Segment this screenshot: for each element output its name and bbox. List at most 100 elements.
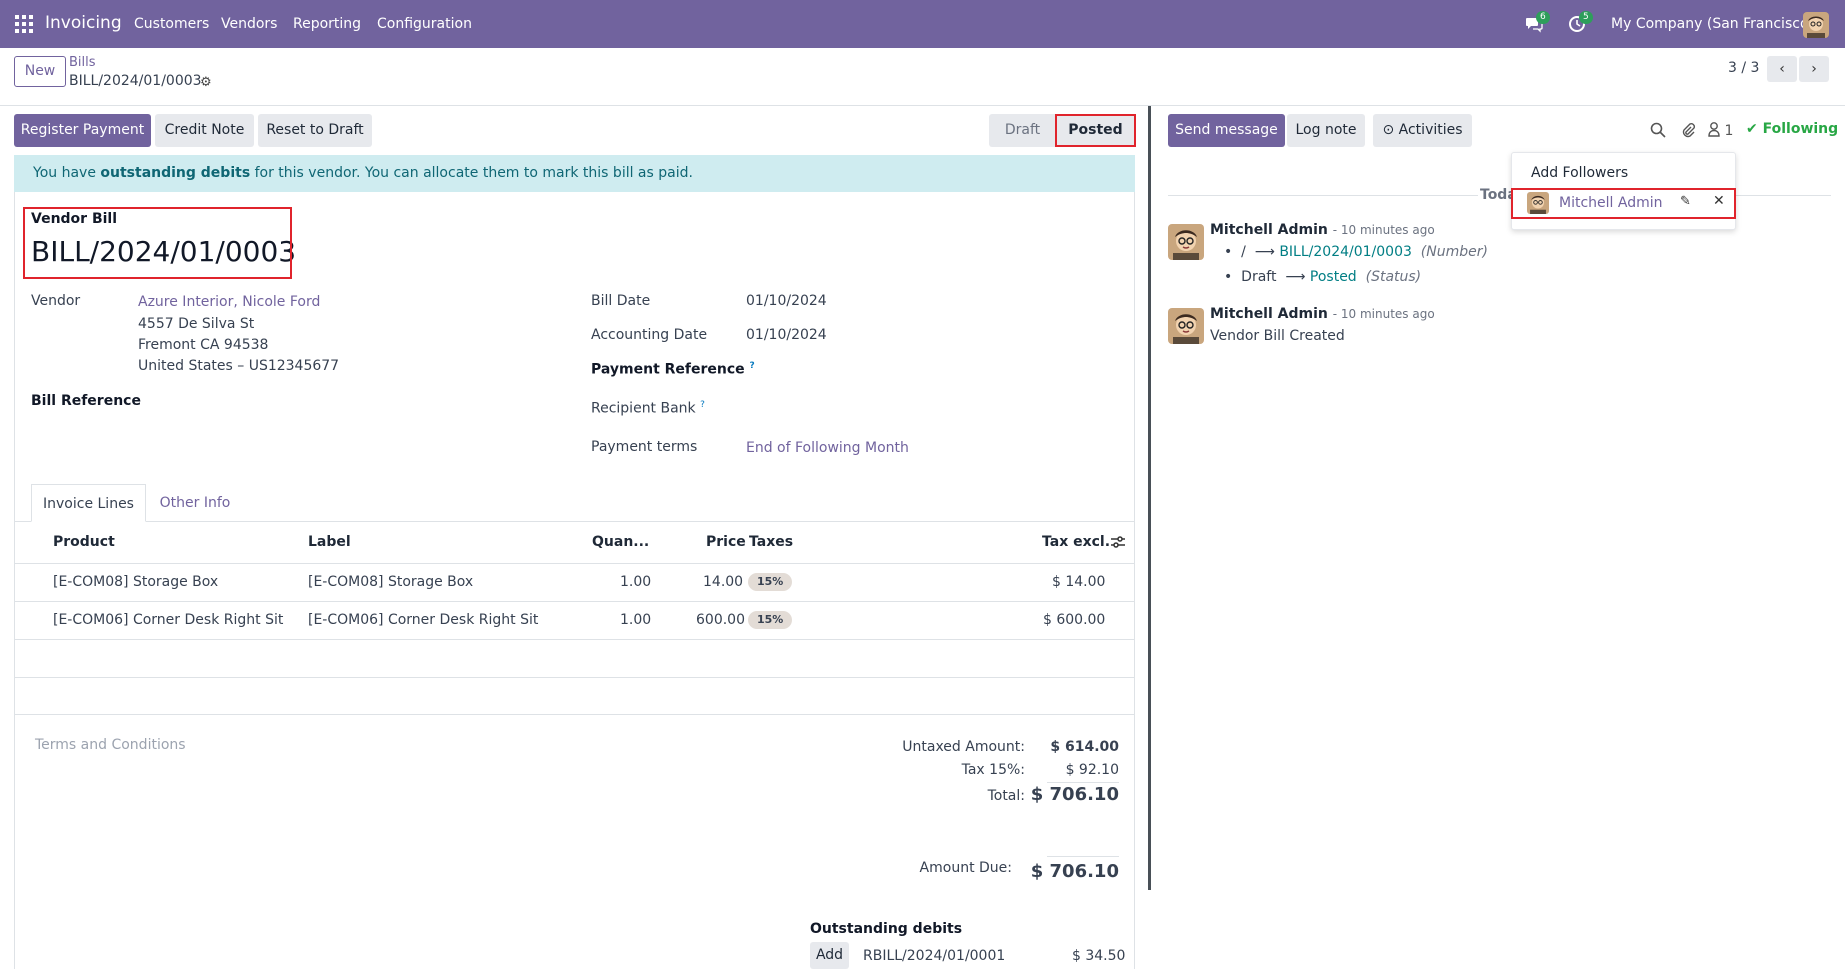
pager-value[interactable]: 3 / 3 [1728, 60, 1760, 76]
column-settings-icon[interactable] [1110, 534, 1126, 554]
following-toggle[interactable]: ✔ Following [1746, 121, 1838, 137]
log-note-button[interactable]: Log note [1287, 114, 1365, 147]
outstanding-debits-alert: You have outstanding debits for this ven… [14, 155, 1135, 192]
document-type-label: Vendor Bill [31, 211, 118, 227]
row-tax-badge: 15% [748, 611, 793, 629]
search-icon[interactable] [1650, 122, 1666, 142]
payment-terms-label: Payment terms [591, 439, 698, 455]
tracking-new-value: Posted [1309, 269, 1357, 285]
col-price[interactable]: Price [706, 534, 746, 550]
row-label[interactable]: [E-COM06] Corner Desk Right Sit [308, 612, 539, 628]
pager-next-button[interactable]: › [1799, 56, 1829, 82]
payment-reference-text: Payment Reference [591, 361, 745, 378]
col-quantity[interactable]: Quan... [592, 534, 650, 550]
arrow-right-icon: ⟶ [1254, 244, 1275, 260]
pager-previous-button[interactable]: ‹ [1767, 56, 1797, 82]
status-draft[interactable]: Draft [989, 114, 1056, 147]
credit-note-button[interactable]: Credit Note [155, 114, 254, 147]
breadcrumb-current: BILL/2024/01/0003 [69, 73, 202, 89]
alert-text-prefix: You have [33, 165, 101, 181]
apps-menu-icon[interactable] [15, 15, 33, 33]
tab-invoice-lines[interactable]: Invoice Lines [31, 484, 146, 522]
status-posted[interactable]: Posted [1056, 114, 1135, 147]
row-product[interactable]: [E-COM06] Corner Desk Right Sit [53, 612, 284, 628]
col-tax-excl[interactable]: Tax excl. [1042, 534, 1111, 550]
activities-button[interactable]: ⊙ Activities [1373, 114, 1472, 147]
col-product[interactable]: Product [53, 534, 115, 550]
send-message-button[interactable]: Send message [1168, 114, 1285, 147]
messages-icon[interactable]: 6 [1525, 11, 1550, 33]
author-avatar[interactable] [1168, 308, 1204, 344]
app-brand[interactable]: Invoicing [45, 13, 122, 33]
tracking-change-status: • Draft ⟶ Posted (Status) [1224, 269, 1421, 285]
outstanding-add-button[interactable]: Add [810, 942, 849, 969]
col-label[interactable]: Label [308, 534, 351, 550]
bill-reference-label: Bill Reference [31, 393, 141, 409]
row-price[interactable]: 600.00 [696, 612, 745, 628]
menu-customers[interactable]: Customers [134, 16, 210, 32]
payment-terms-value[interactable]: End of Following Month [746, 440, 909, 456]
chatter-resize-handle[interactable] [1148, 106, 1151, 890]
row-product[interactable]: [E-COM08] Storage Box [53, 574, 219, 590]
edit-follower-icon[interactable]: ✎ [1680, 194, 1691, 209]
message-author[interactable]: Mitchell Admin - 10 minutes ago [1210, 306, 1435, 322]
accounting-date-label: Accounting Date [591, 327, 708, 343]
arrow-right-icon: ⟶ [1285, 269, 1306, 285]
menu-vendors[interactable]: Vendors [221, 16, 278, 32]
menu-configuration[interactable]: Configuration [377, 16, 472, 32]
due-divider [1047, 856, 1119, 857]
divider [0, 105, 1845, 106]
row-label[interactable]: [E-COM08] Storage Box [308, 574, 474, 590]
row-quantity[interactable]: 1.00 [620, 574, 652, 590]
paperclip-icon[interactable] [1680, 122, 1696, 142]
table-header-divider [14, 563, 1135, 564]
reset-to-draft-button[interactable]: Reset to Draft [258, 114, 372, 147]
bill-date-value[interactable]: 01/10/2024 [746, 293, 827, 309]
terms-and-conditions-field[interactable]: Terms and Conditions [35, 737, 186, 753]
outstanding-debits-title: Outstanding debits [810, 921, 963, 937]
form-sheet [14, 192, 1135, 969]
message-body: Vendor Bill Created [1210, 328, 1345, 344]
help-icon[interactable]: ? [700, 400, 705, 410]
accounting-date-value[interactable]: 01/10/2024 [746, 327, 827, 343]
add-followers-item[interactable]: Add Followers [1531, 165, 1629, 181]
total-value: $ 706.10 [1030, 784, 1119, 805]
message-author-name[interactable]: Mitchell Admin [1210, 222, 1328, 238]
vendor-link[interactable]: Azure Interior, Nicole Ford [138, 294, 321, 310]
col-taxes[interactable]: Taxes [749, 534, 794, 550]
menu-reporting[interactable]: Reporting [293, 16, 362, 32]
follower-avatar [1527, 192, 1549, 214]
row-price[interactable]: 14.00 [703, 574, 744, 590]
highlight-box-status [1055, 114, 1136, 147]
author-avatar[interactable] [1168, 224, 1204, 260]
followers-button[interactable]: 1 [1708, 121, 1733, 139]
gear-icon[interactable]: ⚙ [200, 75, 212, 90]
remove-follower-icon[interactable]: ✕ [1713, 193, 1725, 209]
payment-reference-label: Payment Reference ? [591, 361, 755, 378]
follower-name[interactable]: Mitchell Admin [1559, 195, 1663, 211]
row-tax-badge: 15% [748, 573, 793, 591]
messages-badge: 6 [1536, 11, 1550, 24]
row-quantity[interactable]: 1.00 [620, 612, 652, 628]
following-label: Following [1762, 121, 1839, 137]
breadcrumb-bills[interactable]: Bills [69, 55, 96, 70]
tab-other-info[interactable]: Other Info [159, 495, 231, 511]
new-button[interactable]: New [14, 56, 66, 87]
tracking-new-value: BILL/2024/01/0003 [1279, 244, 1412, 260]
message-author[interactable]: Mitchell Admin - 10 minutes ago [1210, 222, 1435, 238]
user-avatar[interactable] [1803, 12, 1829, 38]
register-payment-button[interactable]: Register Payment [14, 114, 151, 147]
row-divider [14, 714, 1135, 715]
bill-date-label: Bill Date [591, 293, 651, 309]
activities-label: Activities [1398, 122, 1463, 138]
row-divider [14, 677, 1135, 678]
activities-icon[interactable]: 5 [1568, 11, 1593, 33]
total-label: Total: [987, 788, 1025, 804]
vendor-label: Vendor [31, 293, 81, 309]
outstanding-reference-link[interactable]: RBILL/2024/01/0001 [863, 948, 1006, 964]
untaxed-amount-value: $ 614.00 [1050, 739, 1119, 755]
company-switcher[interactable]: My Company (San Francisco) [1611, 16, 1814, 32]
message-author-name[interactable]: Mitchell Admin [1210, 306, 1328, 322]
help-icon[interactable]: ? [749, 361, 755, 371]
top-navbar: Invoicing Customers Vendors Reporting Co… [0, 0, 1845, 48]
